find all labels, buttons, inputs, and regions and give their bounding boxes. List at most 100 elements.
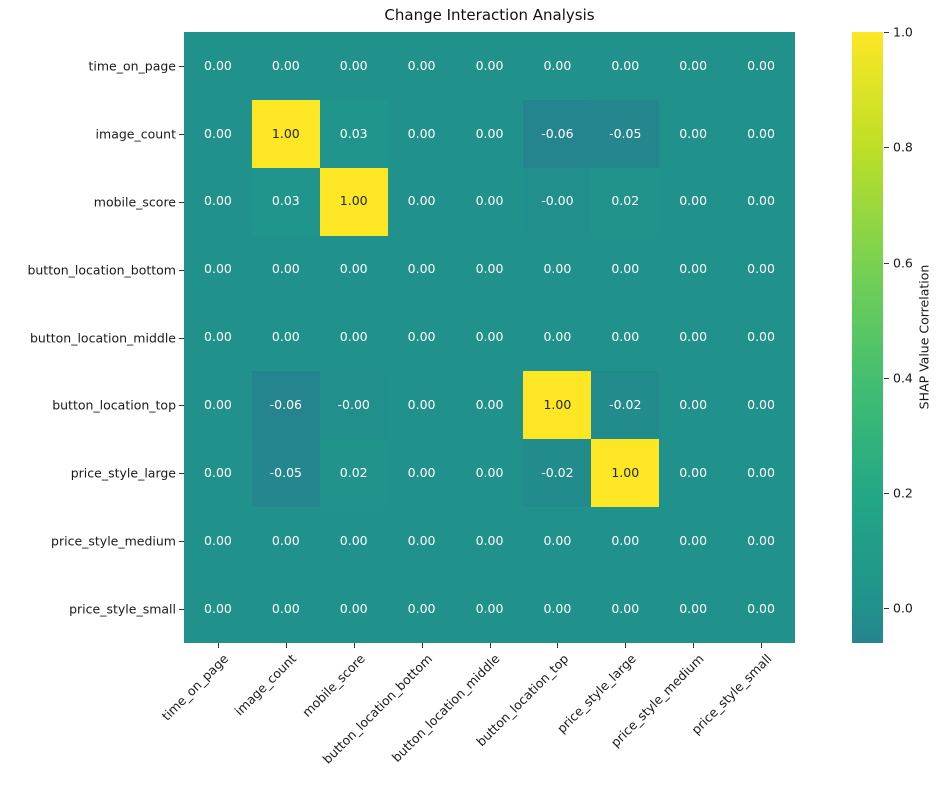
heatmap-cell: 0.03: [319, 99, 388, 168]
heatmap-cell: 0.00: [184, 167, 252, 236]
y-tick-mark: [179, 541, 184, 543]
heatmap-cell: 0.00: [455, 371, 524, 440]
heatmap-cell: 0.00: [523, 32, 592, 100]
heatmap-cell: 0.00: [387, 32, 456, 100]
colorbar-tick-label: 0.4: [893, 370, 913, 386]
heatmap-cell: 0.00: [184, 371, 252, 440]
heatmap-cell: 0.00: [591, 32, 660, 100]
y-tick-mark: [179, 405, 184, 407]
row-label: price_style_large: [70, 465, 176, 481]
heatmap-cell: 0.00: [727, 99, 795, 168]
column-label: button_location_bottom: [319, 651, 436, 767]
heatmap-cell: 0.00: [523, 303, 592, 372]
x-tick-mark: [489, 643, 491, 648]
heatmap-cell: 0.00: [455, 575, 524, 643]
row-label: price_style_medium: [51, 533, 176, 549]
heatmap-grid: 0.00 0.00 0.00 0.00 0.00 0.00 0.00 0.00 0.00 0.00…: [184, 32, 795, 643]
heatmap-cell: 0.00: [184, 99, 252, 168]
y-tick-mark: [179, 269, 184, 271]
y-tick-mark: [179, 337, 184, 339]
heatmap-cell: 0.00: [591, 235, 660, 304]
heatmap-cell: 0.00: [387, 167, 456, 236]
heatmap-cell: -0.06: [523, 99, 592, 168]
x-tick-mark: [557, 643, 559, 648]
heatmap-cell: 0.00: [387, 575, 456, 643]
heatmap-cell: 0.00: [455, 439, 524, 508]
heatmap-cell: 0.00: [455, 235, 524, 304]
colorbar-tick-mark: [884, 377, 889, 379]
heatmap-cell: 0.00: [659, 99, 728, 168]
heatmap-cell: 0.00: [659, 235, 728, 304]
row-label: button_location_middle: [29, 330, 176, 345]
heatmap-cell: 0.00: [184, 575, 252, 643]
heatmap-cell: 0.00: [184, 235, 252, 304]
heatmap-cell: 0.03: [251, 167, 320, 236]
column-label: image_count: [231, 651, 300, 719]
heatmap-cell: 0.00: [455, 507, 524, 576]
colorbar-tick-mark: [884, 32, 889, 33]
heatmap-cell: 0.00: [319, 235, 388, 304]
heatmap-cell: 0.00: [455, 167, 524, 236]
heatmap-cell: 0.00: [727, 507, 795, 576]
heatmap-cell: 0.00: [319, 507, 388, 576]
heatmap-cell: -0.00: [523, 167, 592, 236]
heatmap-cell: 1.00: [591, 439, 660, 508]
heatmap-cell: -0.02: [591, 371, 660, 440]
row-label: time_on_page: [88, 58, 176, 74]
heatmap-cell: 0.00: [455, 32, 524, 100]
heatmap-cell: -0.06: [251, 371, 320, 440]
heatmap-cell: 0.00: [251, 303, 320, 372]
heatmap-cell: 0.00: [319, 303, 388, 372]
row-label: price_style_small: [69, 601, 176, 617]
heatmap-cell: -0.02: [523, 439, 592, 508]
heatmap-cell: 0.00: [591, 575, 660, 643]
colorbar-tick-mark: [884, 608, 889, 610]
x-tick-mark: [693, 643, 695, 648]
colorbar-label: SHAP Value Correlation: [916, 264, 932, 410]
heatmap-cell: 0.00: [387, 507, 456, 576]
heatmap-cell: 0.00: [727, 371, 795, 440]
row-label: image_count: [95, 126, 176, 142]
heatmap-cell: 0.00: [659, 371, 728, 440]
y-tick-mark: [179, 473, 184, 475]
heatmap-cell: 0.00: [727, 32, 795, 100]
heatmap-cell: 0.00: [659, 439, 728, 508]
y-tick-mark: [179, 65, 184, 67]
heatmap-cell: 0.00: [184, 32, 252, 100]
heatmap-cell: 0.00: [184, 303, 252, 372]
heatmap-cell: 0.00: [387, 439, 456, 508]
heatmap-cell: 0.00: [387, 99, 456, 168]
colorbar: [852, 32, 883, 643]
heatmap-cell: 0.02: [591, 167, 660, 236]
heatmap-cell: 0.00: [251, 32, 320, 100]
column-label: mobile_score: [298, 651, 368, 720]
heatmap-cell: -0.05: [591, 99, 660, 168]
colorbar-tick-mark: [884, 493, 889, 495]
heatmap-cell: 0.00: [387, 235, 456, 304]
column-label: time_on_page: [159, 651, 232, 724]
heatmap-cell: 0.00: [455, 99, 524, 168]
heatmap-cell: 0.00: [455, 303, 524, 372]
x-tick-mark: [421, 643, 423, 648]
colorbar-tick-label: 0.0: [893, 600, 913, 616]
heatmap-cell: 0.00: [659, 575, 728, 643]
heatmap-cell: 0.00: [523, 235, 592, 304]
row-label: button_location_top: [52, 397, 176, 413]
heatmap-cell: 0.00: [659, 167, 728, 236]
x-tick-mark: [217, 643, 219, 648]
x-tick-mark: [353, 643, 355, 648]
heatmap-cell: 1.00: [251, 99, 320, 168]
heatmap-cell: 0.00: [184, 507, 252, 576]
heatmap-cell: 0.00: [184, 439, 252, 508]
x-tick-mark: [285, 643, 287, 648]
colorbar-tick-mark: [884, 262, 889, 264]
heatmap-cell: 0.00: [387, 303, 456, 372]
heatmap-cell: 0.00: [727, 167, 795, 236]
heatmap-cell: 0.00: [727, 439, 795, 508]
heatmap-cell: -0.00: [319, 371, 388, 440]
heatmap-cell: 0.00: [659, 507, 728, 576]
row-label: button_location_bottom: [27, 262, 176, 278]
heatmap-cell: 0.00: [319, 575, 388, 643]
heatmap-cell: 0.00: [319, 32, 388, 100]
